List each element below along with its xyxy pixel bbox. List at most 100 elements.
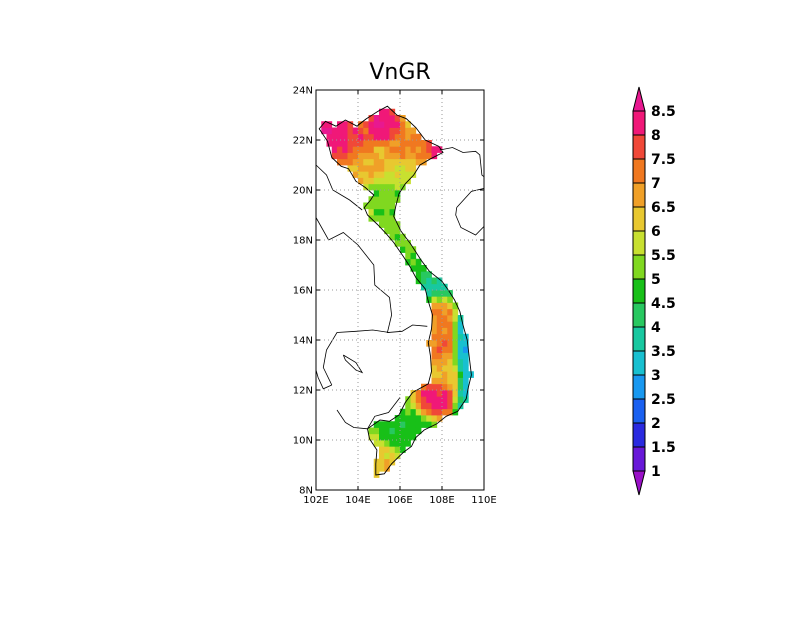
heatmap-cell	[447, 352, 453, 360]
heatmap-cell	[442, 358, 448, 366]
heatmap-cell	[400, 240, 406, 247]
heatmap-cell	[442, 346, 448, 353]
heatmap-cell	[436, 308, 443, 316]
colorbar-swatch	[632, 374, 646, 400]
heatmap-cell	[379, 421, 385, 428]
heatmap-cell	[363, 165, 369, 172]
colorbar-label: 5	[651, 272, 661, 288]
heatmap-cell	[452, 302, 459, 310]
heatmap-cell	[415, 271, 422, 278]
heatmap-cell	[379, 177, 385, 185]
heatmap-cell	[426, 421, 432, 428]
heatmap-cell	[452, 352, 459, 360]
heatmap-cell	[384, 465, 390, 472]
heatmap-cell	[457, 365, 464, 372]
heatmap-cell	[389, 152, 396, 160]
heatmap-cell	[389, 215, 396, 222]
heatmap-cell	[436, 365, 443, 372]
heatmap-cell	[410, 158, 417, 166]
heatmap-cell	[379, 208, 385, 216]
heatmap-cell	[400, 152, 406, 160]
heatmap-cell	[421, 396, 427, 403]
heatmap-cell	[442, 371, 448, 378]
heatmap-cell	[368, 208, 375, 216]
heatmap-cell	[384, 165, 390, 172]
heatmap-cell	[394, 427, 401, 435]
heatmap-cell	[431, 365, 438, 372]
heatmap-cell	[373, 133, 380, 141]
heatmap-cell	[400, 121, 406, 128]
colorbar: 1 1.5 2 2.5 3 3.5 4 4.5 5 5.5 6 6.5 7 7.5 8 8.5	[632, 86, 676, 496]
heatmap-cell	[410, 133, 417, 141]
heatmap-cell	[389, 446, 396, 453]
heatmap-cell	[463, 365, 469, 372]
heatmap-cell	[384, 177, 390, 185]
heatmap-cell	[431, 308, 438, 316]
heatmap-cell	[384, 190, 390, 197]
heatmap-cell	[379, 215, 385, 222]
heatmap-cell	[447, 308, 453, 316]
heatmap-cell	[436, 333, 443, 341]
heatmap-cell	[384, 196, 390, 203]
heatmap-cell	[410, 171, 417, 178]
heatmap-cell	[379, 452, 385, 460]
heatmap-cell	[452, 390, 459, 397]
x-tick-label: 110E	[471, 495, 496, 506]
heatmap-cell	[347, 127, 354, 135]
heatmap-cell	[452, 340, 459, 347]
heatmap-cell	[452, 371, 459, 378]
heatmap-cell	[410, 427, 417, 435]
colorbar-label: 6.5	[651, 200, 676, 216]
heatmap-cell	[442, 377, 448, 385]
heatmap-cell	[384, 115, 390, 122]
heatmap-cell	[342, 158, 348, 166]
y-tick-label: 14N	[293, 336, 313, 347]
border-line	[316, 217, 428, 333]
heatmap-cell	[394, 190, 401, 197]
heatmap-cell	[394, 165, 401, 172]
heatmap-cell	[394, 452, 401, 460]
heatmap-cell	[421, 402, 427, 410]
heatmap-cell	[431, 408, 438, 416]
heatmap-cell	[405, 427, 411, 435]
heatmap-cell	[447, 371, 453, 378]
heatmap-cell	[405, 252, 411, 260]
heatmap-cell	[379, 196, 385, 203]
x-tick-label: 106E	[387, 495, 412, 506]
heatmap-cell	[331, 133, 338, 141]
heatmap-cell	[384, 440, 390, 447]
heatmap-cell	[405, 146, 411, 153]
heatmap-cell	[426, 296, 432, 303]
heatmap-cell	[342, 152, 348, 160]
heatmap-cell	[352, 152, 359, 160]
heatmap-cell	[368, 115, 375, 122]
heatmap-cell	[426, 402, 432, 410]
heatmap-cell	[405, 258, 411, 266]
colorbar-swatch	[632, 110, 646, 136]
heatmap-cell	[373, 115, 380, 122]
heatmap-cell	[394, 240, 401, 247]
heatmap-cell	[389, 133, 396, 141]
heatmap-cell	[457, 315, 464, 322]
colorbar-swatch	[632, 206, 646, 232]
heatmap-cell	[436, 290, 443, 297]
heatmap-cell	[379, 190, 385, 197]
heatmap-cell	[384, 433, 390, 441]
heatmap-cell	[394, 127, 401, 135]
heatmap-cell	[447, 321, 453, 328]
heatmap-cell	[457, 371, 464, 378]
heatmap-cell	[431, 371, 438, 378]
heatmap-cell	[394, 233, 401, 241]
heatmap-cell	[373, 177, 380, 185]
heatmap-cell	[358, 140, 364, 147]
heatmap-cell	[447, 390, 453, 397]
heatmap-cell	[442, 302, 448, 310]
heatmap-cell	[431, 346, 438, 353]
heatmap-cell	[368, 433, 375, 441]
heatmap-cell	[431, 296, 438, 303]
heatmap-cell	[400, 177, 406, 185]
heatmap-cell	[463, 333, 469, 341]
heatmap-cell	[405, 152, 411, 160]
heatmap-cell	[394, 171, 401, 178]
heatmap-cell	[415, 415, 422, 422]
